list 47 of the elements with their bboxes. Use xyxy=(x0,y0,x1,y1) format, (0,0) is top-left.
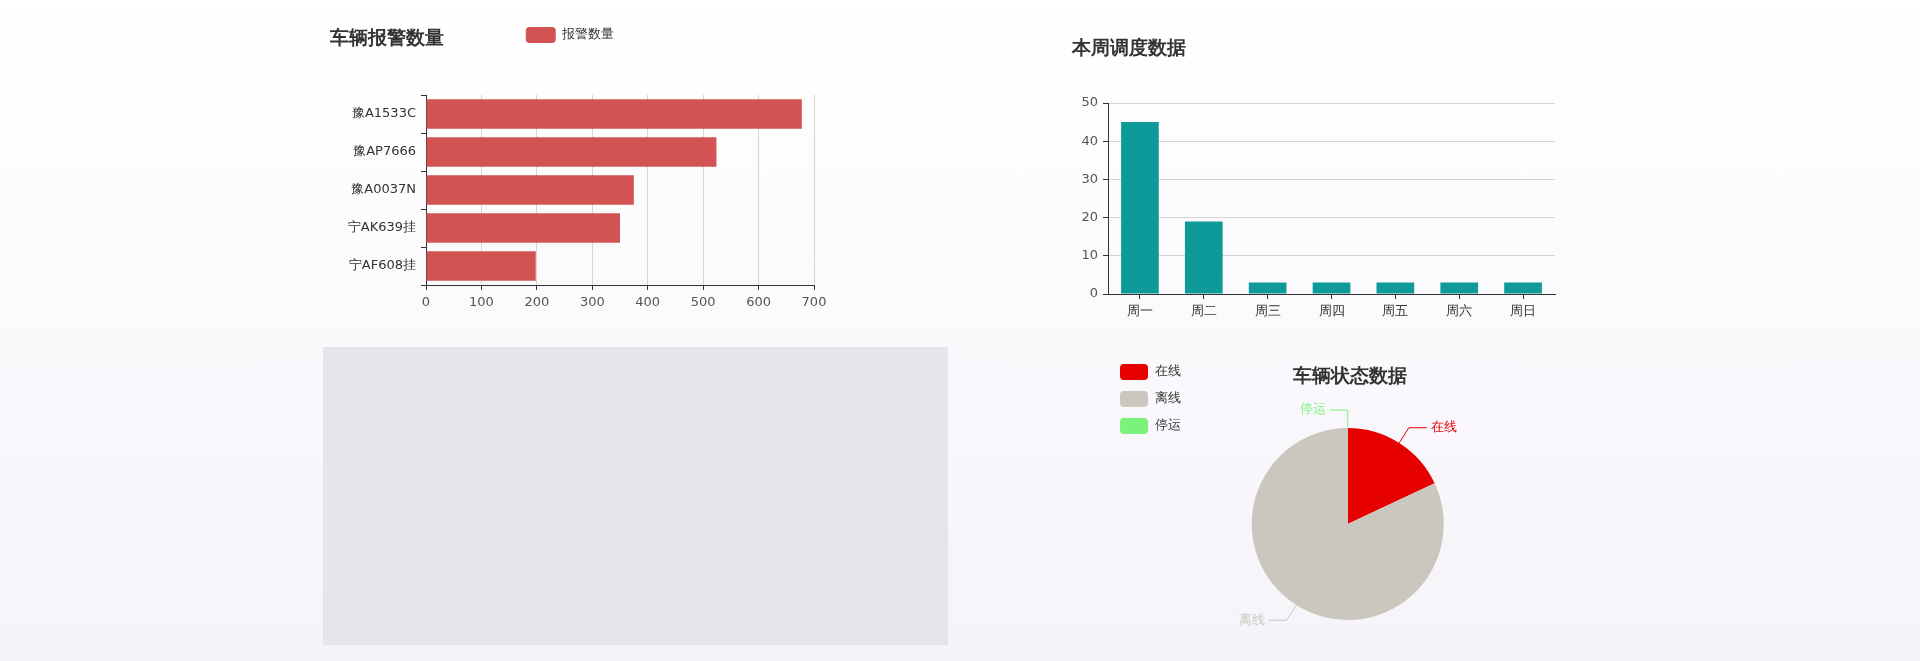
category-label: 停运 xyxy=(1299,401,1326,417)
x-tick-label: 周五 xyxy=(1382,303,1409,319)
x-tick-label: 100 xyxy=(469,294,494,310)
slice-label: 在线 xyxy=(1430,419,1457,435)
chart-title: 车辆报警数量 xyxy=(330,26,444,48)
x-tick-label: 0 xyxy=(421,294,431,310)
y-tick-label: 豫AP7666 xyxy=(353,143,416,159)
y-tick-label: 10 xyxy=(1081,247,1098,263)
x-tick-label: 周一 xyxy=(1126,303,1153,319)
bar xyxy=(1184,221,1223,294)
chart-title: 车辆状态数据 xyxy=(1293,364,1407,386)
x-tick-label: 400 xyxy=(635,294,661,310)
legend-label: 报警数量 xyxy=(561,26,615,42)
x-tick-label: 周二 xyxy=(1190,303,1217,319)
bar xyxy=(426,175,634,205)
legend-label: 在线 xyxy=(1154,363,1181,379)
x-tick-label: 周六 xyxy=(1446,303,1473,319)
bar xyxy=(1504,282,1542,294)
y-tick-label: 40 xyxy=(1081,132,1098,148)
x-tick-label: 500 xyxy=(690,294,716,310)
bar xyxy=(426,137,717,167)
bar xyxy=(426,251,536,281)
slice-label: 离线 xyxy=(1238,611,1265,627)
x-tick-label: 200 xyxy=(524,294,550,310)
bar xyxy=(1121,122,1159,294)
y-tick-label: 30 xyxy=(1081,170,1098,186)
legend-label: 离线 xyxy=(1154,390,1181,406)
bar xyxy=(1312,282,1351,294)
x-tick-label: 700 xyxy=(801,294,827,310)
y-tick-label: 20 xyxy=(1081,208,1098,224)
y-tick-label: 宁AF608挂 xyxy=(348,257,416,273)
y-tick-label: 50 xyxy=(1081,94,1098,110)
y-tick-label: 豫A0037N xyxy=(351,181,416,197)
x-tick-label: 周三 xyxy=(1254,303,1281,319)
bar xyxy=(1440,282,1479,294)
bar xyxy=(426,213,620,243)
x-tick-label: 600 xyxy=(746,294,771,310)
x-tick-label: 周日 xyxy=(1510,303,1537,319)
y-tick-label: 宁AK639挂 xyxy=(347,219,416,235)
legend-label: 停运 xyxy=(1154,417,1181,433)
x-tick-label: 周四 xyxy=(1318,303,1345,319)
y-tick-label: 豫A1533C xyxy=(351,105,416,121)
x-tick-label: 300 xyxy=(579,294,605,310)
chart-title: 本周调度数据 xyxy=(1072,36,1186,58)
bar xyxy=(1376,282,1415,294)
bar xyxy=(426,99,802,129)
bar xyxy=(1248,282,1287,294)
